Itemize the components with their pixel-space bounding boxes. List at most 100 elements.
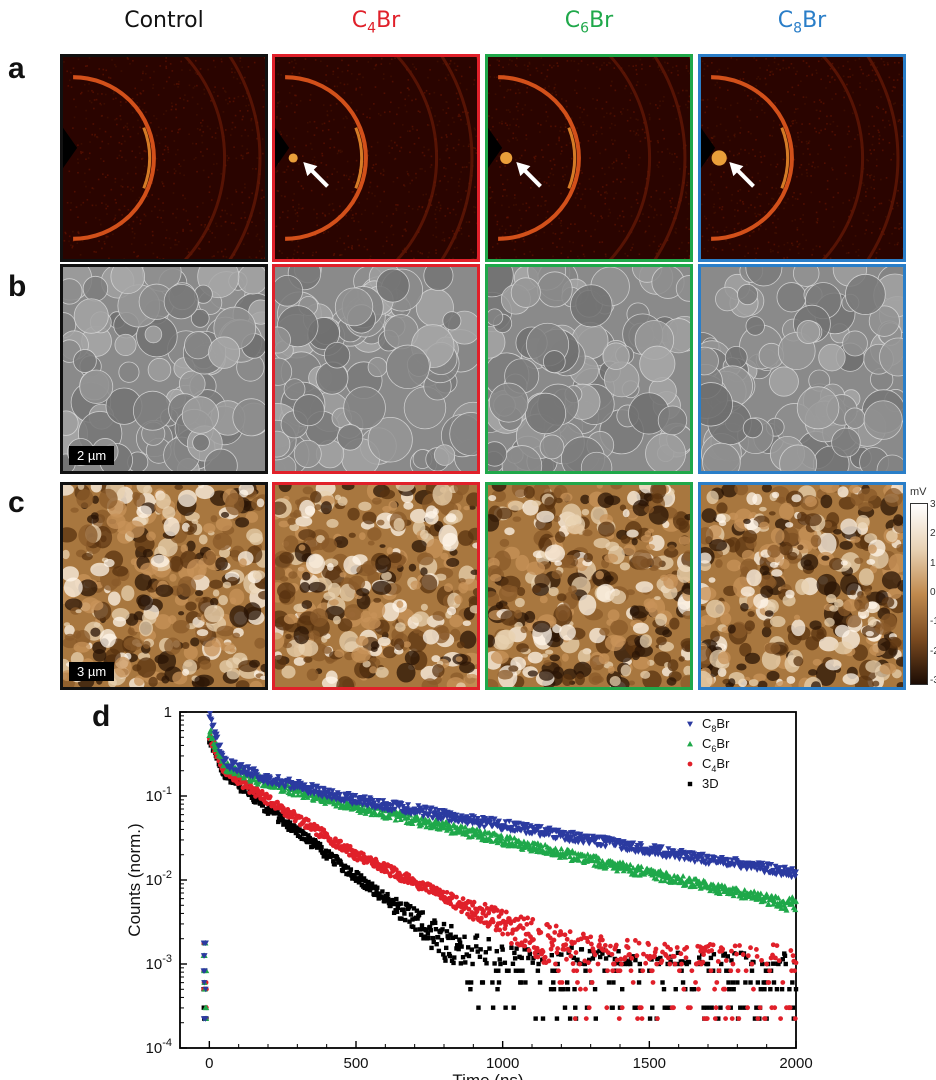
- panel-label-a: a: [8, 52, 25, 85]
- data-point: [559, 952, 564, 957]
- data-point: [559, 980, 565, 985]
- data-point: [375, 885, 380, 890]
- data-point: [512, 956, 518, 961]
- column-header-subscript: 6: [580, 20, 590, 37]
- data-point: [452, 955, 457, 960]
- data-point: [731, 987, 736, 992]
- data-point: [456, 946, 461, 952]
- y-tick-label: 10-1: [146, 785, 172, 805]
- data-point: [762, 1016, 768, 1021]
- data-point: [364, 886, 370, 892]
- data-point: [780, 980, 786, 985]
- data-point: [243, 769, 250, 776]
- data-point: [464, 821, 471, 827]
- data-point: [743, 866, 750, 872]
- data-point: [511, 1005, 516, 1010]
- data-point: [439, 937, 444, 943]
- data-point: [711, 855, 718, 862]
- data-point: [742, 1005, 747, 1010]
- data-point: [272, 784, 279, 790]
- data-point: [542, 954, 548, 960]
- data-point: [749, 968, 755, 973]
- data-point: [568, 953, 574, 959]
- data-point: [242, 787, 247, 793]
- data-point: [705, 961, 711, 967]
- data-point: [790, 953, 796, 959]
- data-point: [547, 935, 553, 941]
- data-point: [590, 956, 596, 961]
- data-point: [565, 980, 570, 985]
- data-point: [391, 897, 396, 903]
- data-point: [527, 951, 532, 957]
- data-point: [238, 789, 244, 794]
- data-point: [683, 955, 689, 961]
- data-point: [331, 859, 336, 864]
- data-point: [622, 961, 627, 967]
- data-point: [610, 1005, 615, 1010]
- data-point: [783, 961, 788, 967]
- data-point: [573, 1005, 578, 1010]
- data-point: [652, 953, 657, 959]
- data-point: [586, 1005, 592, 1011]
- data-point: [435, 935, 441, 940]
- data-point: [470, 916, 476, 922]
- data-point: [776, 958, 782, 964]
- data-point: [307, 836, 312, 841]
- data-point: [318, 790, 325, 797]
- data-point: [479, 915, 484, 921]
- data-point: [531, 955, 536, 961]
- data-point: [531, 937, 536, 942]
- data-point: [379, 811, 386, 817]
- data-point: [767, 968, 772, 974]
- data-point: [565, 987, 571, 992]
- data-point: [580, 840, 587, 846]
- data-point: [508, 920, 514, 926]
- data-point: [352, 874, 357, 879]
- data-point: [207, 710, 214, 717]
- data-point: [771, 961, 776, 966]
- data-point: [575, 839, 582, 846]
- data-point: [237, 772, 244, 778]
- legend-marker: [687, 781, 693, 787]
- data-point: [260, 803, 266, 808]
- data-point: [369, 881, 375, 886]
- data-point: [444, 945, 449, 951]
- data-point: [614, 957, 620, 963]
- data-point: [671, 954, 677, 959]
- data-point: [523, 938, 528, 944]
- data-point: [725, 954, 730, 959]
- data-point: [587, 968, 593, 974]
- data-point: [768, 862, 775, 868]
- data-point: [743, 955, 749, 960]
- data-point: [202, 940, 209, 946]
- data-point: [737, 943, 742, 948]
- data-point: [782, 953, 788, 958]
- data-point: [518, 828, 524, 834]
- data-point: [778, 1016, 783, 1021]
- data-point: [754, 947, 759, 952]
- data-point: [699, 851, 706, 858]
- column-header-c4br: C4Br: [271, 8, 481, 36]
- data-point: [433, 926, 439, 932]
- colorbar-unit: mV: [910, 486, 927, 498]
- data-point: [759, 957, 764, 963]
- data-point: [466, 945, 471, 950]
- data-point: [401, 907, 406, 913]
- data-point: [708, 955, 714, 961]
- data-point: [367, 883, 372, 889]
- data-point: [755, 1016, 761, 1021]
- data-point: [399, 803, 406, 810]
- data-point: [548, 946, 554, 952]
- data-point: [449, 923, 454, 929]
- colorbar-tick: 1: [930, 557, 936, 569]
- data-point: [425, 931, 431, 936]
- data-point: [480, 980, 486, 985]
- data-point: [493, 968, 499, 973]
- data-point: [730, 980, 736, 985]
- data-point: [758, 987, 763, 992]
- data-point: [598, 842, 605, 848]
- data-point: [551, 987, 557, 992]
- data-point: [705, 854, 711, 861]
- data-point: [780, 898, 787, 904]
- data-point: [736, 1016, 742, 1021]
